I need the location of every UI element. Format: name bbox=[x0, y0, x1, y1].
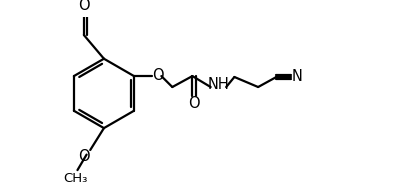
Text: N: N bbox=[292, 70, 303, 84]
Text: O: O bbox=[188, 96, 199, 111]
Text: O: O bbox=[152, 68, 164, 83]
Text: O: O bbox=[78, 0, 90, 13]
Text: O: O bbox=[78, 149, 90, 164]
Text: NH: NH bbox=[208, 77, 230, 92]
Text: CH₃: CH₃ bbox=[64, 172, 88, 185]
